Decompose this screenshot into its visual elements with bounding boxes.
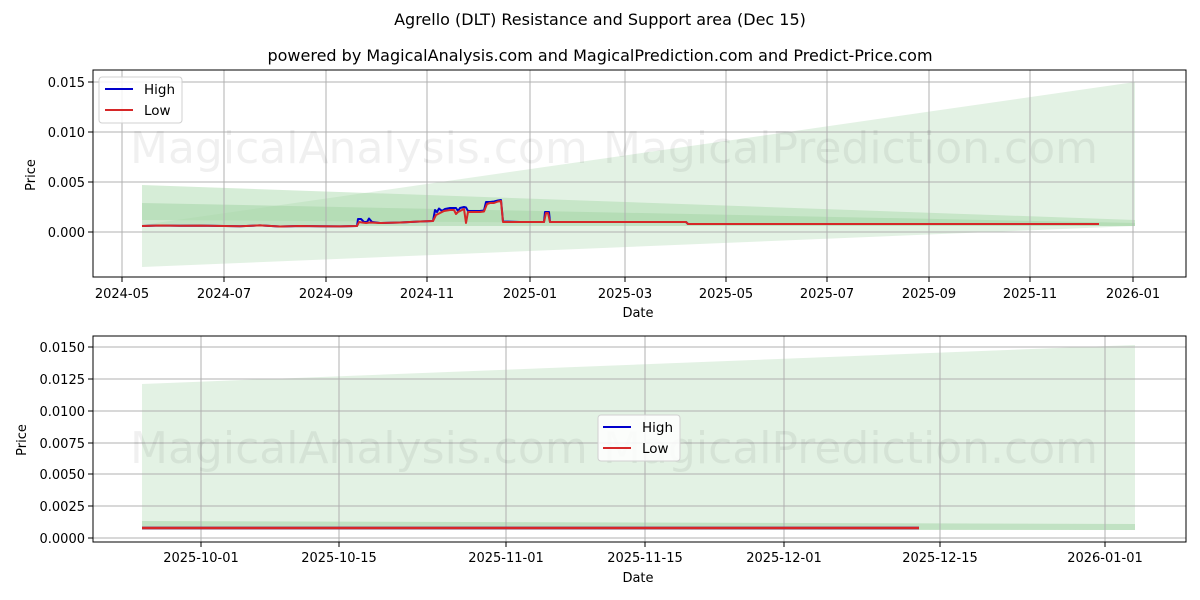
top-x-tick: 2024-07 [197,287,251,302]
low-line [141,200,1099,228]
top-x-tick: 2025-05 [699,287,753,302]
watermark-analysis: MagicalAnalysis.com [130,123,588,174]
watermark-prediction: MagicalPrediction.com [603,123,1098,174]
top-x-tick: 2024-09 [299,287,353,302]
top-y-tick: 0.005 [48,176,85,191]
legend-high-label: High [144,82,175,98]
top-bands [142,82,1135,267]
bottom-legend: High Low [597,414,681,462]
legend-high-label: High [642,420,673,436]
bottom-y-tick: 0.0000 [40,532,86,547]
top-x-tick: 2024-11 [400,287,454,302]
legend-low-label: Low [144,103,171,119]
chart-title: Agrello (DLT) Resistance and Support are… [394,10,806,29]
top-y-tick: 0.000 [48,226,85,241]
top-y-tick: 0.015 [48,76,85,91]
bottom-y-axis-label: Price [15,424,30,456]
bottom-x-axis-label: Date [622,571,653,586]
bottom-x-tick: 2025-10-01 [163,551,239,566]
top-x-tick: 2025-07 [800,287,854,302]
bottom-x-tick: 2025-11-01 [468,551,544,566]
bottom-y-tick: 0.0100 [40,405,86,420]
watermark-analysis: MagicalAnalysis.com [130,423,588,474]
bottom-x-tick: 2025-12-15 [902,551,978,566]
top-chart: MagicalAnalysis.com MagicalPrediction.co… [24,69,1187,321]
top-axes-frame [92,69,1187,278]
bottom-y-tick: 0.0150 [40,341,86,356]
bottom-axes-frame [92,335,1187,543]
bottom-y-tick: 0.0075 [40,437,86,452]
bottom-y-tick: 0.0125 [40,373,86,388]
top-legend: High Low [98,76,183,124]
inner-support-band [142,203,1135,226]
top-x-tick: 2025-01 [503,287,557,302]
watermark-prediction: MagicalPrediction.com [603,423,1098,474]
bottom-y-tick: 0.0025 [40,500,86,515]
bottom-x-tick: 2025-12-01 [746,551,822,566]
top-x-tick: 2026-01 [1106,287,1160,302]
top-y-tick: 0.010 [48,126,85,141]
bottom-grid [93,336,1186,542]
top-x-tick: 2025-09 [902,287,956,302]
chart-subtitle: powered by MagicalAnalysis.com and Magic… [267,46,933,65]
bottom-chart: MagicalAnalysis.com MagicalPrediction.co… [15,335,1187,586]
bottom-x-tick: 2025-11-15 [607,551,683,566]
top-x-tick: 2024-05 [95,287,149,302]
prediction-cone-band [142,82,1135,267]
top-x-axis-label: Date [622,306,653,321]
bottom-x-tick: 2026-01-01 [1067,551,1143,566]
bottom-y-tick: 0.0050 [40,468,86,483]
bottom-x-tick: 2025-10-15 [301,551,377,566]
top-x-tick: 2025-11 [1003,287,1057,302]
top-y-axis-label: Price [24,159,39,191]
top-x-tick: 2025-03 [598,287,652,302]
legend-low-label: Low [642,441,669,457]
